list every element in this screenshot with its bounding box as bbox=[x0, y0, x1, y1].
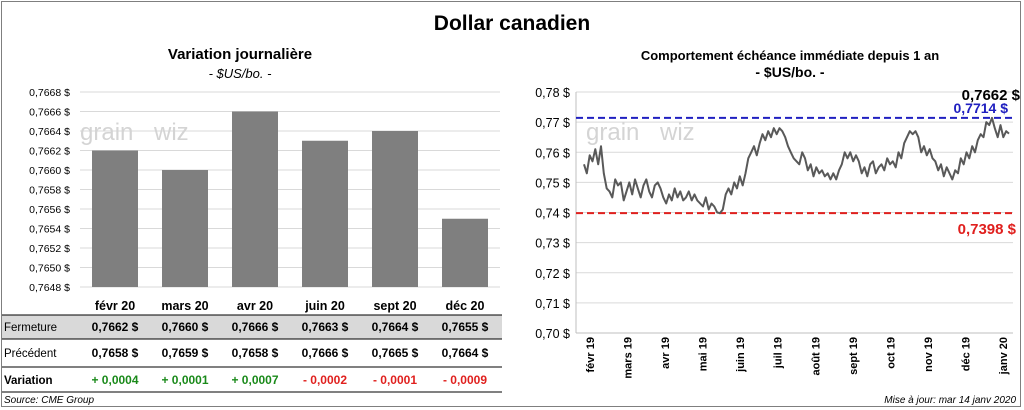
left-y-tick-label: 0,7654 $ bbox=[29, 224, 70, 236]
right-chart-subtitle: - $US/bo. - bbox=[755, 64, 825, 80]
table-cell: + 0,0001 bbox=[161, 373, 208, 387]
left-chart-title: Variation journalière bbox=[167, 46, 313, 63]
right-x-tick-label: déc 19 bbox=[960, 337, 972, 371]
left-y-tick-label: 0,7668 $ bbox=[29, 87, 70, 99]
left-y-tick-label: 0,7652 $ bbox=[29, 243, 70, 255]
right-x-tick-label: avr 19 bbox=[660, 337, 672, 369]
left-x-tick-label: sept 20 bbox=[373, 299, 416, 313]
last-price-label: 0,7662 $ bbox=[962, 87, 1021, 104]
left-y-tick-label: 0,7660 $ bbox=[29, 165, 70, 177]
table-cell: 0,7658 $ bbox=[232, 346, 279, 360]
left-x-tick-label: févr 20 bbox=[95, 299, 135, 313]
table-cell: 0,7664 $ bbox=[372, 320, 419, 334]
table-cell: - 0,0009 bbox=[443, 373, 487, 387]
table-row-shading bbox=[2, 315, 502, 339]
left-y-tick-label: 0,7650 $ bbox=[29, 263, 70, 275]
max-price-label: 0,7714 $ bbox=[954, 100, 1009, 116]
left-y-tick-label: 0,7664 $ bbox=[29, 126, 70, 138]
right-chart-title: Comportement échéance immédiate depuis 1… bbox=[640, 48, 940, 63]
right-x-tick-label: sept 19 bbox=[848, 337, 860, 375]
table-cell: 0,7666 $ bbox=[232, 320, 279, 334]
left-y-tick-label: 0,7656 $ bbox=[29, 204, 70, 216]
right-y-tick-label: 0,72 $ bbox=[535, 267, 570, 281]
min-price-label: 0,7398 $ bbox=[958, 221, 1017, 238]
table-cell: 0,7660 $ bbox=[162, 320, 209, 334]
table-cell: 0,7666 $ bbox=[302, 346, 349, 360]
right-x-tick-label: févr 19 bbox=[585, 337, 597, 372]
left-x-tick-label: mars 20 bbox=[161, 299, 208, 313]
table-cell: + 0,0007 bbox=[231, 373, 278, 387]
page-title: Dollar canadien bbox=[433, 12, 591, 35]
bar-sept-20 bbox=[372, 131, 418, 287]
left-y-tick-label: 0,7658 $ bbox=[29, 185, 70, 197]
right-y-tick-label: 0,76 $ bbox=[535, 146, 570, 160]
right-y-tick-label: 0,74 $ bbox=[535, 207, 570, 221]
right-x-tick-label: mars 19 bbox=[623, 337, 635, 379]
right-watermark-left: grain bbox=[586, 119, 639, 146]
right-x-tick-label: janv 20 bbox=[998, 337, 1010, 375]
left-watermark-left: grain bbox=[80, 119, 133, 146]
table-cell: + 0,0004 bbox=[91, 373, 138, 387]
left-x-tick-label: juin 20 bbox=[304, 299, 345, 313]
right-x-tick-label: mai 19 bbox=[698, 337, 710, 371]
left-chart-subtitle: - $US/bo. - bbox=[208, 66, 272, 81]
table-cell: - 0,0001 bbox=[373, 373, 417, 387]
right-watermark-right: wiz bbox=[659, 119, 695, 146]
right-x-tick-label: juin 19 bbox=[735, 337, 747, 373]
table-cell: 0,7662 $ bbox=[92, 320, 139, 334]
bar-févr-20 bbox=[92, 150, 138, 287]
right-y-tick-label: 0,73 $ bbox=[535, 237, 570, 251]
left-watermark-right: wiz bbox=[153, 119, 189, 146]
right-x-tick-label: août 19 bbox=[810, 337, 822, 376]
table-row-label: Variation bbox=[4, 375, 53, 387]
right-y-tick-label: 0,70 $ bbox=[535, 327, 570, 341]
left-y-tick-label: 0,7662 $ bbox=[29, 146, 70, 158]
bar-déc-20 bbox=[442, 218, 488, 287]
table-row-label: Fermeture bbox=[4, 322, 57, 334]
bar-avr-20 bbox=[232, 111, 278, 287]
source-note: Source: CME Group bbox=[4, 395, 95, 406]
table-cell: 0,7655 $ bbox=[442, 320, 489, 334]
table-cell: 0,7659 $ bbox=[162, 346, 209, 360]
left-y-tick-label: 0,7666 $ bbox=[29, 107, 70, 119]
left-y-tick-label: 0,7648 $ bbox=[29, 282, 70, 294]
table-cell: - 0,0002 bbox=[303, 373, 347, 387]
update-note: Mise à jour: mar 14 janv 2020 bbox=[884, 395, 1016, 406]
right-y-tick-label: 0,78 $ bbox=[535, 86, 570, 100]
table-cell: 0,7665 $ bbox=[372, 346, 419, 360]
right-y-tick-label: 0,75 $ bbox=[535, 176, 570, 190]
table-cell: 0,7664 $ bbox=[442, 346, 489, 360]
right-x-tick-label: nov 19 bbox=[923, 337, 935, 372]
bar-juin-20 bbox=[302, 140, 348, 287]
left-x-tick-label: avr 20 bbox=[237, 299, 273, 313]
right-y-tick-label: 0,71 $ bbox=[535, 297, 570, 311]
table-cell: 0,7663 $ bbox=[302, 320, 349, 334]
right-x-tick-label: juil 19 bbox=[773, 337, 785, 369]
left-x-tick-label: déc 20 bbox=[446, 299, 485, 313]
right-x-tick-label: oct 19 bbox=[885, 337, 897, 369]
table-cell: 0,7658 $ bbox=[92, 346, 139, 360]
bar-mars-20 bbox=[162, 170, 208, 287]
price-series-line bbox=[583, 116, 1010, 215]
table-row-label: Précédent bbox=[4, 348, 57, 360]
right-y-tick-label: 0,77 $ bbox=[535, 116, 570, 130]
